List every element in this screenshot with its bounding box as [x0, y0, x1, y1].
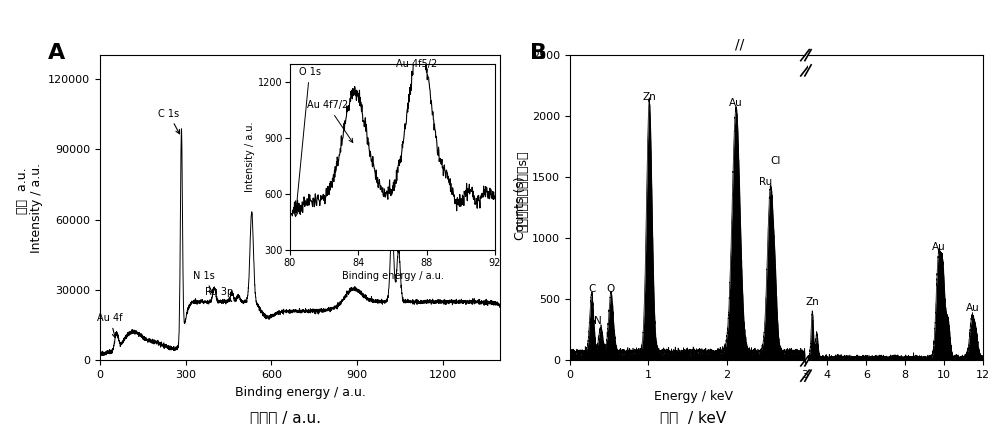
- Text: 结合能 / a.u.: 结合能 / a.u.: [250, 410, 320, 424]
- Text: O 1s: O 1s: [294, 67, 321, 217]
- Text: 能量  a.u.: 能量 a.u.: [15, 167, 28, 214]
- Text: //: //: [735, 37, 745, 52]
- Text: N: N: [594, 316, 602, 326]
- Text: Au 4f: Au 4f: [97, 313, 123, 338]
- Y-axis label: Counts (s): Counts (s): [514, 176, 527, 240]
- Y-axis label: Intensity / a.u.: Intensity / a.u.: [30, 163, 43, 253]
- Text: Cl: Cl: [771, 156, 781, 166]
- Text: Ru 3p: Ru 3p: [205, 287, 234, 301]
- Text: C 1s: C 1s: [158, 109, 180, 134]
- Text: 光电子的检测能量（s）: 光电子的检测能量（s）: [516, 150, 530, 232]
- Y-axis label: Intensity / a.u.: Intensity / a.u.: [245, 122, 255, 192]
- Text: Zn 2p1/2: Zn 2p1/2: [376, 228, 420, 248]
- Text: Au: Au: [932, 243, 946, 252]
- Text: Zn: Zn: [642, 92, 656, 101]
- Text: Zn: Zn: [805, 297, 819, 307]
- Text: Au 4f5/2: Au 4f5/2: [396, 59, 437, 69]
- Text: A: A: [48, 43, 65, 63]
- Text: Au: Au: [729, 98, 743, 108]
- Text: Ru: Ru: [759, 177, 772, 187]
- X-axis label: Binding energy / a.u.: Binding energy / a.u.: [235, 386, 365, 399]
- X-axis label: Binding energy / a.u.: Binding energy / a.u.: [342, 271, 443, 281]
- Text: Energy / keV: Energy / keV: [654, 390, 732, 403]
- Text: Au 4f7/2: Au 4f7/2: [307, 100, 353, 142]
- Text: Au: Au: [966, 304, 980, 313]
- Text: N 1s: N 1s: [193, 271, 215, 293]
- Text: B: B: [530, 43, 547, 63]
- Text: C: C: [588, 285, 595, 294]
- Text: 能量  / keV: 能量 / keV: [660, 410, 726, 424]
- Text: Zn 2p3/2: Zn 2p3/2: [348, 219, 392, 240]
- Text: O: O: [607, 285, 615, 294]
